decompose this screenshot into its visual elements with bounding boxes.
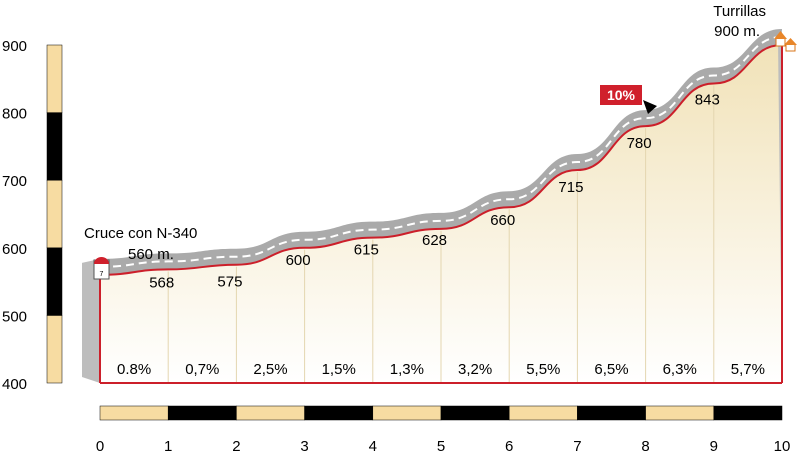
y-tick-label: 700 xyxy=(2,173,27,190)
road-side-left xyxy=(82,258,100,383)
profile-line xyxy=(99,44,783,276)
gradient-label: 1,5% xyxy=(322,361,356,378)
x-tick-label: 0 xyxy=(96,438,104,455)
altitude-label: 615 xyxy=(354,242,379,259)
distance-scale-segment xyxy=(508,405,578,421)
gradient-label: 5,5% xyxy=(526,361,560,378)
altitude-scale-segment xyxy=(46,247,63,316)
road-ribbon xyxy=(82,29,783,384)
gradient-label: 2,5% xyxy=(253,361,287,378)
gradient-label: 3,2% xyxy=(458,361,492,378)
end-village-icon xyxy=(774,31,797,52)
road-center-dash xyxy=(99,36,783,268)
altitude-label: 568 xyxy=(149,274,174,291)
altitude-scale-bar xyxy=(46,44,63,384)
distance-scale-segment xyxy=(713,405,783,421)
max-gradient-arrow-icon xyxy=(643,100,657,114)
x-tick-label: 2 xyxy=(232,438,240,455)
x-tick-label: 10 xyxy=(774,438,791,455)
y-axis-tick-labels: 900 800 700 600 500 400 xyxy=(2,38,27,393)
end-altitude-label: 900 m. xyxy=(714,23,760,40)
y-tick-label: 400 xyxy=(2,376,27,393)
altitude-scale-segment xyxy=(46,315,63,384)
gradient-label: 6,3% xyxy=(663,361,697,378)
x-tick-label: 3 xyxy=(300,438,308,455)
start-sign-top-icon xyxy=(94,257,109,264)
y-tick-label: 900 xyxy=(2,38,27,55)
x-axis-tick-labels: 0 1 2 3 4 5 6 7 8 9 10 xyxy=(96,438,791,455)
profile-fill xyxy=(100,45,782,383)
distance-scale-segment xyxy=(304,405,374,421)
gradient-labels: 0.8% 0,7% 2,5% 1,5% 1,3% 3,2% 5,5% 6,5% 6,3% 5,7% xyxy=(117,361,765,378)
gradient-label: 6,5% xyxy=(594,361,628,378)
x-tick-label: 5 xyxy=(437,438,445,455)
altitude-label: 715 xyxy=(558,179,583,196)
altitude-label: 660 xyxy=(490,212,515,229)
altitude-label: 780 xyxy=(627,135,652,152)
altitude-label: 600 xyxy=(286,252,311,269)
x-tick-label: 9 xyxy=(710,438,718,455)
x-tick-label: 1 xyxy=(164,438,172,455)
distance-scale-segment xyxy=(167,405,237,421)
gradient-label: 0.8% xyxy=(117,361,151,378)
distance-scale-segment xyxy=(372,405,442,421)
altitude-label: 843 xyxy=(695,92,720,109)
max-gradient-label: 10% xyxy=(607,87,636,103)
road-band xyxy=(100,29,782,275)
x-tick-label: 8 xyxy=(641,438,649,455)
km-gridlines xyxy=(167,85,715,383)
x-tick-label: 4 xyxy=(369,438,377,455)
y-tick-label: 800 xyxy=(2,106,27,123)
altitude-labels: 568 575 600 615 628 660 715 780 843 xyxy=(149,92,720,292)
distance-scale-segment xyxy=(645,405,715,421)
start-sign-number: 7 xyxy=(100,271,104,278)
start-marker: 7 xyxy=(93,257,110,280)
end-name-label: Turrillas xyxy=(713,3,766,20)
altitude-scale-segment xyxy=(46,44,63,113)
distance-scale-segment xyxy=(440,405,510,421)
altitude-label: 575 xyxy=(217,274,242,291)
start-altitude-label: 560 m. xyxy=(128,246,174,263)
max-gradient-badge xyxy=(600,85,642,105)
x-tick-label: 7 xyxy=(573,438,581,455)
altitude-label: 628 xyxy=(422,232,447,249)
y-tick-label: 600 xyxy=(2,241,27,258)
distance-scale-segment xyxy=(99,405,169,421)
altitude-scale-segment xyxy=(46,179,63,249)
max-gradient-marker: 10% xyxy=(600,85,657,114)
x-tick-label: 6 xyxy=(505,438,513,455)
start-name-label: Cruce con N-340 xyxy=(84,225,197,242)
gradient-label: 1,3% xyxy=(390,361,424,378)
distance-scale-segment xyxy=(577,405,646,421)
y-tick-label: 500 xyxy=(2,308,27,325)
distance-scale-segment xyxy=(236,405,305,421)
altitude-scale-segment xyxy=(46,112,63,181)
gradient-label: 0,7% xyxy=(185,361,219,378)
profile-area xyxy=(100,45,782,383)
distance-scale-bar xyxy=(99,405,783,421)
gradient-label: 5,7% xyxy=(731,361,765,378)
